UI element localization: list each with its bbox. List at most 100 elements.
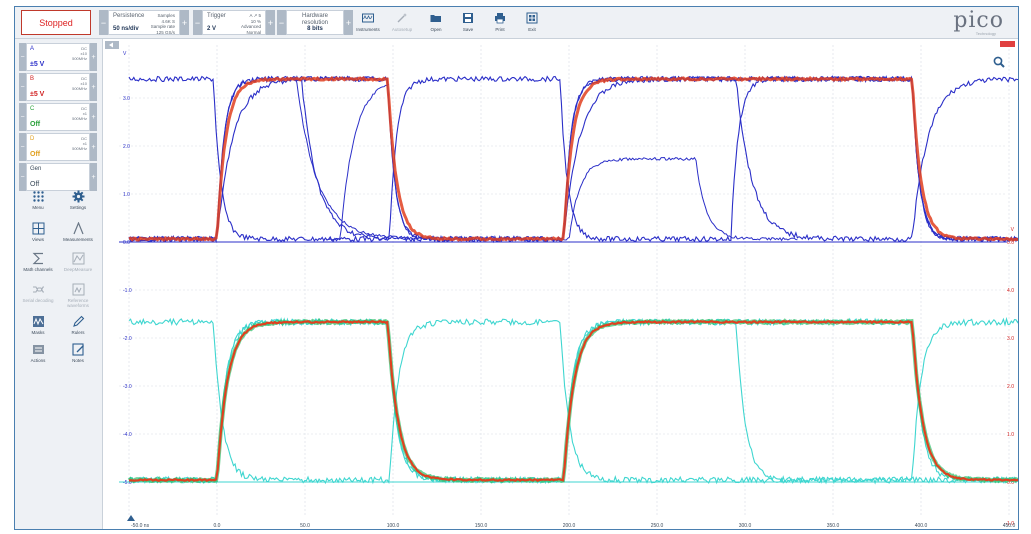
- left-tick-label: 3.0: [123, 96, 130, 102]
- channel-b-range[interactable]: ±5 V: [30, 91, 45, 98]
- exit-button[interactable]: Exit: [517, 9, 547, 37]
- gear-icon: [72, 190, 84, 203]
- generator-decrease-button[interactable]: −: [19, 163, 26, 191]
- actions-button[interactable]: Actions: [19, 343, 57, 370]
- trigger-increase-button[interactable]: +: [266, 10, 275, 35]
- resolution-decrease-button[interactable]: −: [277, 10, 286, 35]
- toolbar: Stopped − Persistence 50 ns/div Samples …: [15, 7, 1018, 39]
- reference-waveforms-button[interactable]: Reference waveforms: [59, 283, 97, 310]
- rulers-label: Rulers: [71, 330, 85, 335]
- trigger-marker[interactable]: [127, 515, 135, 521]
- print-button[interactable]: Print: [485, 9, 515, 37]
- generator-name: Gen: [30, 166, 42, 172]
- folder-icon: [430, 15, 441, 22]
- channel-c-name: C: [30, 106, 35, 112]
- menu-button[interactable]: Menu: [19, 190, 57, 217]
- x-tick-label: 300.0: [739, 523, 752, 529]
- resolution-label-2: resolution: [301, 19, 328, 26]
- save-button[interactable]: Save: [453, 9, 483, 37]
- channel-b-control[interactable]: − B ±5 V DC x10 500MHz +: [19, 73, 97, 101]
- channel-b-persistence: [128, 319, 1018, 483]
- masks-button[interactable]: Masks: [19, 315, 57, 342]
- autosetup-button[interactable]: Autosetup: [387, 9, 417, 37]
- left-tick-label: V: [123, 51, 127, 57]
- channel-d-name: D: [30, 136, 35, 142]
- measurements-button[interactable]: Measurements: [59, 222, 97, 249]
- serial-decoding-button[interactable]: Serial decoding: [19, 283, 57, 310]
- top-right-marker[interactable]: [1000, 41, 1015, 47]
- resolution-value[interactable]: 8 bits: [307, 26, 323, 32]
- channel-a-trace: [128, 75, 1018, 244]
- channel-b-decrease-button[interactable]: −: [19, 73, 26, 101]
- channel-d-control[interactable]: − D Off DC x1 500MHz +: [19, 133, 97, 161]
- pico-logo-subtitle: Technology: [975, 31, 996, 36]
- notes-button[interactable]: Notes: [59, 343, 97, 370]
- trigger-level-value[interactable]: 2 V: [207, 26, 217, 32]
- channel-a-range[interactable]: ±5 V: [30, 61, 45, 68]
- x-tick-label: 200.0: [563, 523, 576, 529]
- x-tick-label: 400.0: [915, 523, 928, 529]
- channel-b-trace: [128, 316, 1018, 485]
- open-button[interactable]: Open: [421, 9, 451, 37]
- x-tick-label: 250.0: [651, 523, 664, 529]
- channel-a-meta: DC x10 500MHz: [72, 46, 87, 61]
- time-axis: -50.0 ns 0.0 50.0 100.0 150.0 200.0 250.0 300.0…: [131, 523, 1015, 529]
- channel-d-decrease-button[interactable]: −: [19, 133, 26, 161]
- actions-label: Actions: [30, 358, 46, 363]
- channel-d-range[interactable]: Off: [30, 151, 41, 158]
- x-tick-label: 100.0: [387, 523, 400, 529]
- persistence-decrease-button[interactable]: −: [99, 10, 108, 35]
- timebase-value[interactable]: 50 ns/div: [113, 26, 139, 32]
- instruments-icon: [362, 13, 374, 23]
- channel-c-control[interactable]: − C Off DC x1 500MHz +: [19, 103, 97, 131]
- right-tick-label: 1.0: [1007, 432, 1014, 438]
- math-channels-button[interactable]: Math channels: [19, 252, 57, 279]
- channel-c-increase-button[interactable]: +: [90, 103, 97, 131]
- pico-logo: pico: [953, 8, 1004, 33]
- channel-a-trace: [558, 156, 798, 242]
- serial-decoding-icon: [32, 286, 44, 293]
- channel-b-axis: V 0.0 4.0 3.0 2.0 1.0 0.0 -1.0: [1005, 227, 1014, 527]
- channel-a-trace: [328, 83, 390, 241]
- scope-view[interactable]: V 3.0 2.0 1.0 0.0 -1.0 -2.0 -3.0 -4.0 -5.0 V 0.0 4.…: [103, 39, 1018, 529]
- trigger-decrease-button[interactable]: −: [193, 10, 202, 35]
- run-stop-button[interactable]: Stopped: [21, 10, 91, 35]
- waveform-traces: [127, 75, 1018, 485]
- signal-generator-control[interactable]: − Gen Off +: [19, 163, 97, 191]
- generator-state[interactable]: Off: [30, 181, 40, 188]
- reference-waveforms-icon: [72, 283, 84, 296]
- math-channels-label: Math channels: [23, 267, 53, 272]
- channel-a-increase-button[interactable]: +: [90, 43, 97, 71]
- collapse-sidebar-button[interactable]: [105, 41, 119, 49]
- zoom-icon[interactable]: [993, 56, 1005, 68]
- persistence-control: − Persistence 50 ns/div Samples 4.6K S S…: [99, 10, 189, 35]
- deepmeasure-label: DeepMeasure: [63, 267, 93, 272]
- persistence-label: Persistence: [113, 13, 145, 19]
- scope-display[interactable]: V 3.0 2.0 1.0 0.0 -1.0 -2.0 -3.0 -4.0 -5.0 V 0.0 4.…: [103, 39, 1018, 529]
- right-tick-label: V: [1011, 227, 1015, 233]
- x-tick-label: 0.0: [214, 523, 221, 529]
- channel-c-meta: DC x1 500MHz: [72, 106, 87, 121]
- resolution-increase-button[interactable]: +: [344, 10, 353, 35]
- instruments-button[interactable]: Instruments: [353, 9, 383, 37]
- left-tick-label: 2.0: [123, 144, 130, 150]
- sidebar: − A ±5 V DC x10 500MHz + − B ±5 V DC x10 500…: [15, 39, 103, 529]
- channel-a-trace: [128, 75, 1018, 243]
- views-button[interactable]: Views: [19, 222, 57, 249]
- channel-a-control[interactable]: − A ±5 V DC x10 500MHz +: [19, 43, 97, 71]
- deepmeasure-button[interactable]: DeepMeasure: [59, 252, 97, 279]
- channel-b-increase-button[interactable]: +: [90, 73, 97, 101]
- left-tick-label: -2.0: [123, 336, 132, 342]
- generator-increase-button[interactable]: +: [90, 163, 97, 191]
- masks-label: Masks: [31, 330, 45, 335]
- persistence-increase-button[interactable]: +: [180, 10, 189, 35]
- rulers-button[interactable]: Rulers: [59, 315, 97, 342]
- channel-c-range[interactable]: Off: [30, 121, 41, 128]
- channel-c-decrease-button[interactable]: −: [19, 103, 26, 131]
- channel-a-decrease-button[interactable]: −: [19, 43, 26, 71]
- settings-button[interactable]: Settings: [59, 190, 97, 217]
- channel-d-increase-button[interactable]: +: [90, 133, 97, 161]
- instruments-label: Instruments: [356, 27, 380, 32]
- channel-d-meta: DC x1 500MHz: [72, 136, 87, 151]
- right-tick-label: 0.0: [1007, 240, 1014, 246]
